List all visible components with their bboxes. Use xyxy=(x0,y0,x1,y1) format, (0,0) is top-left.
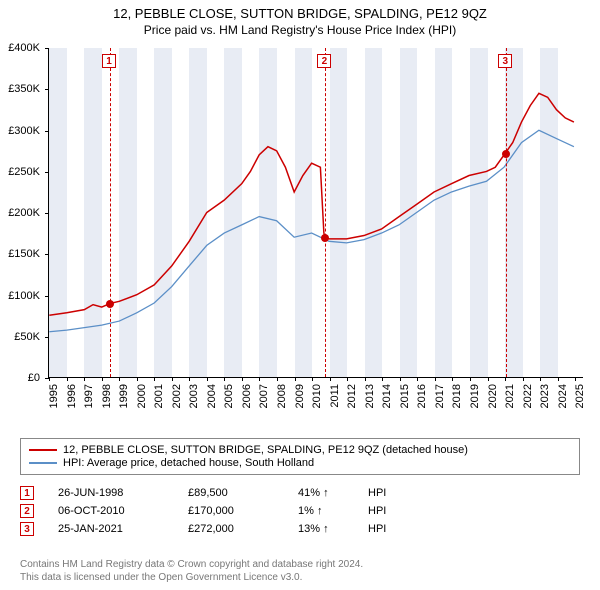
chart-plot-area: 1 2 3 xyxy=(48,48,583,378)
x-tick-label: 2008 xyxy=(276,384,288,408)
x-tick-label: 2015 xyxy=(399,384,411,408)
marker-date: 26-JUN-1998 xyxy=(58,487,188,499)
y-tick-label: £350K xyxy=(8,83,40,95)
y-tick-label: £400K xyxy=(8,42,40,54)
marker-hpi-label: HPI xyxy=(368,487,386,499)
x-tick-label: 2019 xyxy=(469,384,481,408)
chart-lines-svg xyxy=(49,48,583,377)
x-tick-label: 2022 xyxy=(522,384,534,408)
marker-price: £170,000 xyxy=(188,505,298,517)
y-tick-label: £0 xyxy=(28,372,40,384)
x-tick-label: 2006 xyxy=(241,384,253,408)
marker-percent: 1% ↑ xyxy=(298,505,368,517)
x-tick-label: 2023 xyxy=(539,384,551,408)
x-tick-label: 1999 xyxy=(118,384,130,408)
x-tick-label: 1998 xyxy=(101,384,113,408)
x-tick-label: 2025 xyxy=(574,384,586,408)
y-tick-label: £200K xyxy=(8,207,40,219)
x-tick-label: 2014 xyxy=(381,384,393,408)
x-tick-label: 2002 xyxy=(171,384,183,408)
marker-percent: 13% ↑ xyxy=(298,523,368,535)
marker-number-box: 3 xyxy=(498,54,512,68)
x-tick-label: 2001 xyxy=(153,384,165,408)
x-tick-label: 2021 xyxy=(504,384,516,408)
marker-number-box: 3 xyxy=(20,522,34,536)
x-tick-label: 2009 xyxy=(294,384,306,408)
y-axis-labels: £0£50K£100K£150K£200K£250K£300K£350K£400… xyxy=(0,48,44,378)
x-tick-label: 2012 xyxy=(346,384,358,408)
marker-dot xyxy=(321,234,329,242)
footer-line: This data is licensed under the Open Gov… xyxy=(20,571,580,584)
x-tick-label: 2003 xyxy=(188,384,200,408)
x-tick-label: 2000 xyxy=(136,384,148,408)
x-tick-label: 1997 xyxy=(83,384,95,408)
marker-date: 25-JAN-2021 xyxy=(58,523,188,535)
legend-swatch xyxy=(29,449,57,451)
chart-titles: 12, PEBBLE CLOSE, SUTTON BRIDGE, SPALDIN… xyxy=(0,0,600,37)
marker-table-row: 1 26-JUN-1998£89,50041% ↑HPI xyxy=(20,486,580,500)
x-tick-label: 2004 xyxy=(206,384,218,408)
x-tick-label: 2013 xyxy=(364,384,376,408)
x-tick-label: 2018 xyxy=(451,384,463,408)
marker-price: £89,500 xyxy=(188,487,298,499)
x-tick-label: 2024 xyxy=(557,384,569,408)
footer-attribution: Contains HM Land Registry data © Crown c… xyxy=(20,558,580,584)
marker-number-box: 2 xyxy=(317,54,331,68)
marker-hpi-label: HPI xyxy=(368,523,386,535)
legend-box: 12, PEBBLE CLOSE, SUTTON BRIDGE, SPALDIN… xyxy=(20,438,580,475)
marker-line xyxy=(506,48,507,377)
x-tick-label: 2016 xyxy=(416,384,428,408)
legend-label: 12, PEBBLE CLOSE, SUTTON BRIDGE, SPALDIN… xyxy=(63,444,468,456)
x-tick-label: 2010 xyxy=(311,384,323,408)
x-tick-label: 2011 xyxy=(329,384,341,408)
legend-label: HPI: Average price, detached house, Sout… xyxy=(63,457,314,469)
y-tick-label: £50K xyxy=(14,331,40,343)
x-tick-label: 2007 xyxy=(258,384,270,408)
marker-dot xyxy=(502,150,510,158)
marker-table: 126-JUN-1998£89,50041% ↑HPI206-OCT-2010£… xyxy=(20,482,580,540)
x-tick-label: 2020 xyxy=(487,384,499,408)
y-tick-label: £150K xyxy=(8,248,40,260)
marker-percent: 41% ↑ xyxy=(298,487,368,499)
legend-item: 12, PEBBLE CLOSE, SUTTON BRIDGE, SPALDIN… xyxy=(29,444,571,456)
marker-number-box: 2 xyxy=(20,504,34,518)
x-tick-label: 2005 xyxy=(223,384,235,408)
footer-line: Contains HM Land Registry data © Crown c… xyxy=(20,558,580,571)
marker-number-box: 1 xyxy=(20,486,34,500)
y-tick-label: £100K xyxy=(8,290,40,302)
marker-date: 06-OCT-2010 xyxy=(58,505,188,517)
title-address: 12, PEBBLE CLOSE, SUTTON BRIDGE, SPALDIN… xyxy=(0,6,600,21)
marker-line xyxy=(325,48,326,377)
legend-swatch xyxy=(29,462,57,464)
legend-item: HPI: Average price, detached house, Sout… xyxy=(29,457,571,469)
x-tick-label: 2017 xyxy=(434,384,446,408)
marker-hpi-label: HPI xyxy=(368,505,386,517)
marker-dot xyxy=(106,300,114,308)
marker-number-box: 1 xyxy=(102,54,116,68)
y-tick-label: £250K xyxy=(8,166,40,178)
marker-price: £272,000 xyxy=(188,523,298,535)
x-tick-label: 1996 xyxy=(66,384,78,408)
marker-table-row: 2 06-OCT-2010£170,0001% ↑HPI xyxy=(20,504,580,518)
marker-table-row: 3 25-JAN-2021£272,00013% ↑HPI xyxy=(20,522,580,536)
x-tick-label: 1995 xyxy=(48,384,60,408)
marker-line xyxy=(110,48,111,377)
title-subtitle: Price paid vs. HM Land Registry's House … xyxy=(0,23,600,37)
x-axis-labels: 1995 1996 1997 1998 1999 2000 2001 2002 2003 2004… xyxy=(48,380,583,440)
chart-container: 12, PEBBLE CLOSE, SUTTON BRIDGE, SPALDIN… xyxy=(0,0,600,590)
y-tick-label: £300K xyxy=(8,125,40,137)
